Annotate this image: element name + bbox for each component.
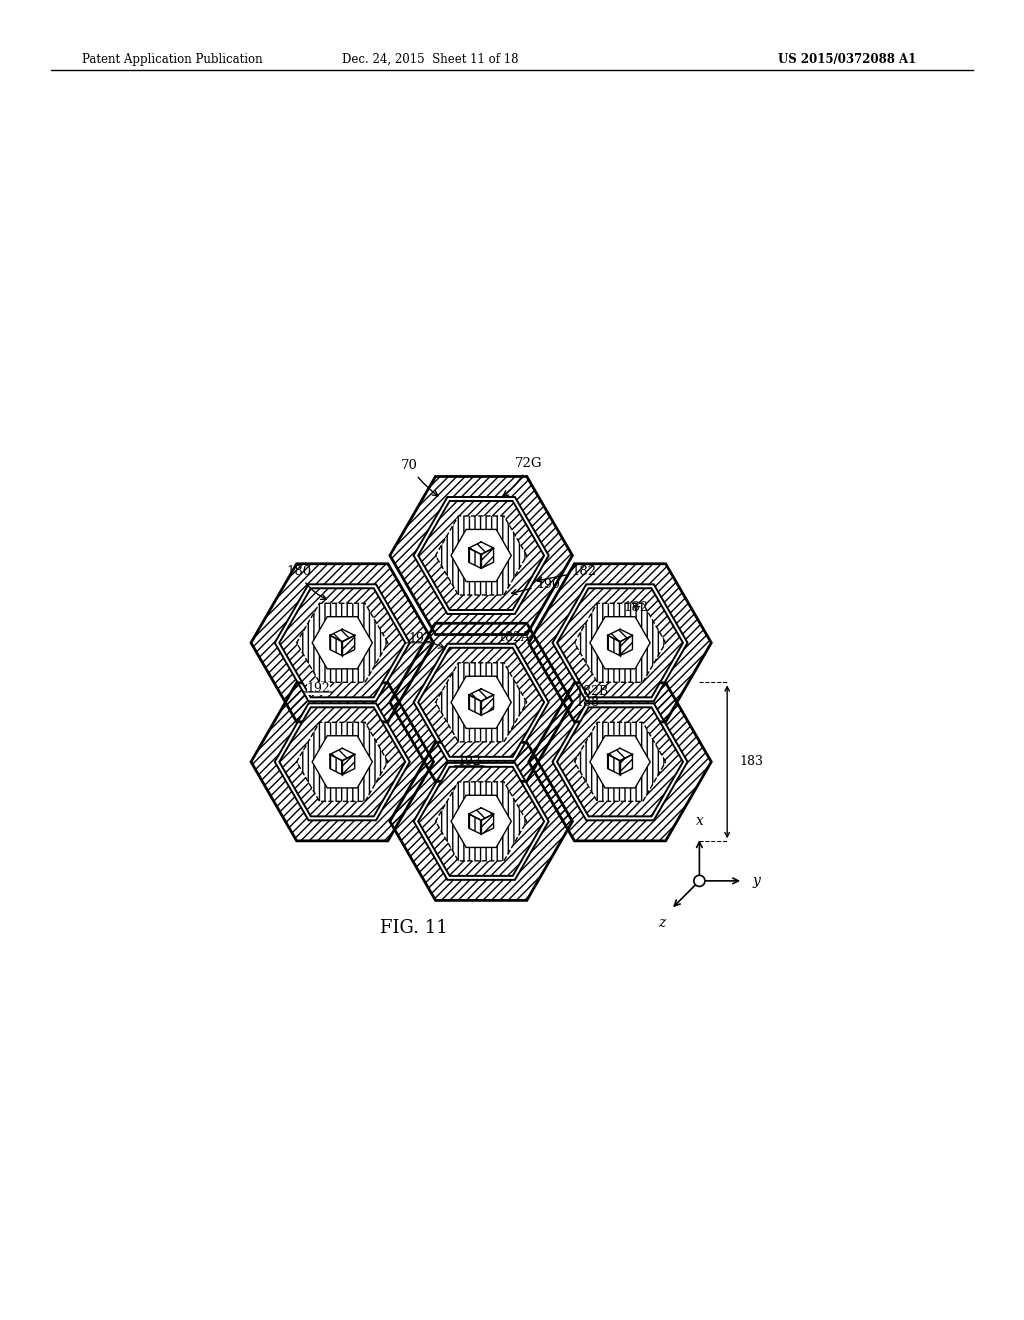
Polygon shape	[469, 814, 481, 834]
Polygon shape	[481, 814, 494, 834]
Polygon shape	[251, 564, 433, 722]
Polygon shape	[469, 548, 481, 569]
Polygon shape	[274, 585, 410, 701]
Polygon shape	[620, 754, 633, 775]
Polygon shape	[312, 735, 373, 788]
Text: FIG. 11: FIG. 11	[380, 920, 447, 937]
Polygon shape	[297, 603, 388, 682]
Polygon shape	[620, 635, 633, 656]
Polygon shape	[451, 676, 511, 729]
Circle shape	[694, 875, 705, 887]
Polygon shape	[590, 735, 650, 788]
Text: 192: 192	[409, 632, 432, 645]
Polygon shape	[330, 635, 342, 656]
Polygon shape	[330, 748, 354, 760]
Polygon shape	[251, 682, 433, 841]
Text: 72G: 72G	[503, 457, 543, 496]
Polygon shape	[280, 589, 406, 697]
Polygon shape	[274, 704, 410, 820]
Text: 188: 188	[575, 696, 600, 709]
Polygon shape	[280, 708, 406, 816]
Text: US 2015/0372088 A1: US 2015/0372088 A1	[778, 53, 916, 66]
Polygon shape	[607, 630, 633, 642]
Polygon shape	[574, 603, 666, 682]
Text: 182: 182	[624, 601, 648, 614]
Polygon shape	[414, 763, 549, 880]
Text: z: z	[657, 916, 666, 929]
Polygon shape	[528, 682, 712, 841]
Text: 182A: 182A	[497, 631, 529, 644]
Polygon shape	[469, 689, 494, 701]
Polygon shape	[607, 635, 620, 656]
Polygon shape	[469, 543, 494, 554]
Polygon shape	[481, 694, 494, 715]
Polygon shape	[312, 616, 373, 669]
Polygon shape	[330, 630, 354, 642]
Polygon shape	[414, 644, 549, 760]
Polygon shape	[528, 564, 712, 722]
Polygon shape	[414, 498, 549, 614]
Text: 190: 190	[512, 578, 560, 594]
Polygon shape	[435, 663, 526, 742]
Polygon shape	[418, 502, 544, 610]
Text: 70: 70	[401, 459, 438, 496]
Text: Patent Application Publication: Patent Application Publication	[82, 53, 262, 66]
Polygon shape	[390, 477, 572, 635]
Text: 180: 180	[286, 565, 327, 599]
Polygon shape	[435, 516, 526, 595]
Polygon shape	[557, 708, 683, 816]
Polygon shape	[297, 722, 388, 801]
Polygon shape	[469, 694, 481, 715]
Polygon shape	[553, 704, 687, 820]
Polygon shape	[330, 754, 342, 775]
Polygon shape	[342, 754, 354, 775]
Text: x: x	[695, 813, 703, 828]
Polygon shape	[390, 623, 572, 781]
Text: Dec. 24, 2015  Sheet 11 of 18: Dec. 24, 2015 Sheet 11 of 18	[342, 53, 518, 66]
Text: 182: 182	[537, 565, 597, 582]
Polygon shape	[557, 589, 683, 697]
Polygon shape	[390, 742, 572, 900]
Polygon shape	[553, 585, 687, 701]
Polygon shape	[435, 781, 526, 861]
Polygon shape	[469, 808, 494, 820]
Polygon shape	[607, 754, 620, 775]
Text: 182B: 182B	[575, 685, 608, 698]
Text: 192: 192	[306, 681, 331, 694]
Polygon shape	[481, 548, 494, 569]
Polygon shape	[607, 748, 633, 760]
Text: 192: 192	[458, 755, 481, 768]
Text: 183: 183	[739, 755, 763, 768]
Polygon shape	[590, 616, 650, 669]
Polygon shape	[451, 529, 511, 582]
Polygon shape	[342, 635, 354, 656]
Polygon shape	[418, 648, 544, 756]
Polygon shape	[451, 795, 511, 847]
Text: y: y	[753, 874, 761, 888]
Polygon shape	[418, 767, 544, 876]
Polygon shape	[574, 722, 666, 801]
